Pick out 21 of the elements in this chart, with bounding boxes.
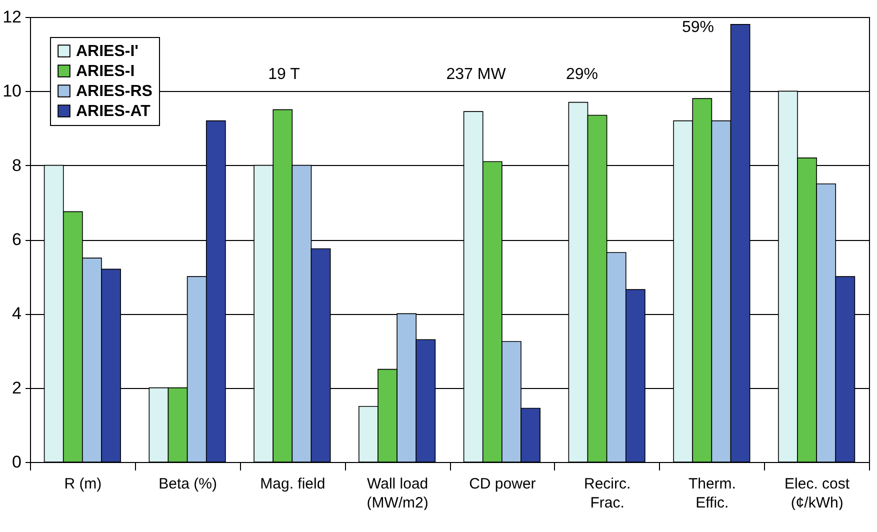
y-tick-label: 6 — [12, 230, 22, 249]
annotation: 59% — [682, 19, 714, 36]
x-tick-label: CD power — [469, 476, 536, 492]
annotation: 19 T — [268, 66, 300, 83]
legend-label: ARIES-I' — [76, 43, 138, 60]
annotation: 237 MW — [446, 66, 507, 83]
y-tick-label: 4 — [12, 304, 22, 324]
legend-label: ARIES-AT — [76, 103, 151, 120]
x-tick-label: R (m) — [64, 476, 102, 492]
x-tick-label: Therm. Effic. — [688, 476, 736, 512]
y-tick-label: 2 — [12, 378, 22, 398]
y-tick-label: 8 — [12, 156, 22, 175]
legend-label: ARIES-RS — [76, 83, 153, 100]
x-tick-label: Recirc. Frac. — [584, 476, 631, 512]
legend-label: ARIES-I — [76, 63, 135, 80]
x-tick-label: Beta (%) — [158, 476, 217, 492]
annotation: 29% — [566, 66, 598, 83]
y-tick-label: 0 — [12, 452, 22, 472]
y-tick-label: 12 — [2, 8, 22, 26]
x-tick-label: Mag. field — [260, 476, 326, 492]
y-tick-label: 10 — [2, 82, 22, 101]
